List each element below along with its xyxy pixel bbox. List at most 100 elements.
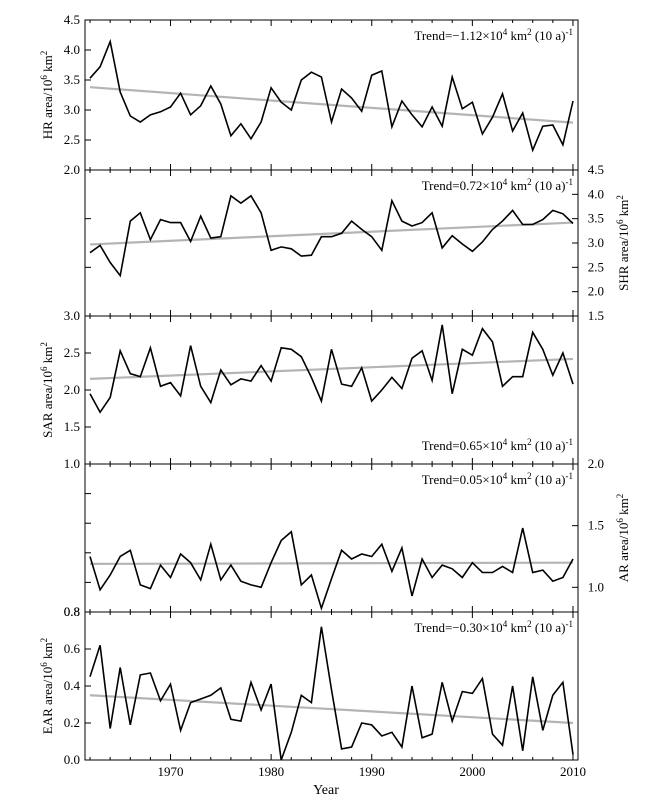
trend-line [89, 357, 574, 380]
y-axis-label-main: EAR area/10 [40, 667, 55, 735]
y-tick-label: 0.6 [64, 641, 81, 656]
trend-annotation: Trend=−1.12×104 km2 (10 a)-1 [414, 27, 573, 43]
y-axis-label-sup: 2 [615, 494, 625, 499]
y-tick-label: 4.0 [64, 42, 80, 57]
trend-text-per: (10 a) [532, 472, 566, 487]
y-tick-label: 1.0 [588, 579, 604, 594]
data-series-line [89, 626, 574, 761]
y-axis-label: EAR area/106 km2 [39, 638, 55, 734]
trend-text-unit: km [507, 178, 527, 193]
data-series-line [89, 38, 574, 153]
trend-text-main: Trend=−1.12×10 [414, 28, 502, 43]
y-tick-label: 2.0 [64, 382, 80, 397]
y-axis-label-unit: km [40, 55, 55, 75]
trend-text-sup: 2 [527, 27, 532, 37]
y-tick-label: 3.5 [588, 211, 604, 226]
y-axis-label-sup: 6 [39, 366, 49, 371]
trend-text-per: (10 a) [532, 620, 566, 635]
trend-text-unit: km [507, 472, 527, 487]
y-tick-label: 1.5 [64, 419, 80, 434]
data-series-line [89, 527, 574, 611]
y-axis-label: HR area/106 km2 [39, 51, 55, 139]
trend-text-sup: 2 [527, 619, 532, 629]
trend-annotation: Trend=0.65×104 km2 (10 a)-1 [422, 437, 573, 453]
trend-text-sup: -1 [566, 177, 574, 187]
x-axis-label: Year [313, 783, 339, 798]
y-axis-label-sup: 2 [615, 195, 625, 200]
panel-shr: 1.5 2.0 2.5 3.0 3.5 4.0 4.5 2.0 Trend=0.72×104 k… [64, 162, 631, 323]
panel-frame [84, 463, 579, 613]
y-axis-label-sup: 2 [39, 342, 49, 347]
trend-text-unit: km [507, 438, 527, 453]
trend-text-sup: -1 [566, 619, 574, 629]
y-tick-label: 3.0 [588, 235, 604, 250]
y-axis-label: SAR area/106 km2 [39, 342, 55, 438]
y-tick-label: 1.5 [588, 308, 604, 323]
trend-text-per: (10 a) [532, 28, 566, 43]
y-tick-label: 2.5 [588, 259, 604, 274]
y-tick-label: 4.5 [588, 162, 604, 177]
trend-text-main: Trend=−0.30×10 [414, 620, 502, 635]
trend-annotation: Trend=0.05×104 km2 (10 a)-1 [422, 471, 573, 487]
y-tick-label: 4.0 [588, 186, 604, 201]
y-tick-label: 0.8 [64, 604, 80, 619]
y-axis-label-sup: 6 [39, 662, 49, 667]
panel-frame [84, 19, 579, 171]
trend-text-sup: 4 [503, 177, 508, 187]
y-axis-label-unit: km [40, 642, 55, 662]
y-tick-label: 2.5 [64, 345, 80, 360]
y-axis-label-sup: 6 [615, 219, 625, 224]
y-axis-label-main: SAR area/10 [40, 371, 55, 438]
y-tick-label: 3.0 [64, 308, 80, 323]
trend-text-per: (10 a) [532, 178, 566, 193]
y-axis-label: AR area/106 km2 [615, 494, 631, 582]
trend-text-sup: -1 [566, 437, 574, 447]
trend-text-sup: 4 [503, 27, 508, 37]
y-tick-label: 0.2 [64, 715, 80, 730]
trend-text-main: Trend=0.65×10 [422, 438, 503, 453]
x-tick-label: 1980 [258, 764, 284, 779]
data-series-line [89, 194, 574, 278]
y-tick-label: 3.0 [64, 102, 80, 117]
y-tick-label: 2.0 [588, 456, 604, 471]
trend-annotation: Trend=−0.30×104 km2 (10 a)-1 [414, 619, 573, 635]
trend-line [90, 561, 573, 566]
y-axis-label-unit: km [616, 498, 631, 518]
trend-text-per: (10 a) [532, 438, 566, 453]
y-tick-label: 1.0 [64, 456, 80, 471]
y-axis-label-main: HR area/10 [40, 80, 55, 140]
y-axis-label-unit: km [40, 347, 55, 367]
panel-frame [84, 169, 579, 317]
trend-line [89, 694, 574, 725]
x-tick-label: 2000 [459, 764, 485, 779]
trend-text-main: Trend=0.05×10 [422, 472, 503, 487]
trend-text-sup: 2 [527, 437, 532, 447]
y-axis-label-sup: 2 [39, 51, 49, 56]
trend-text-main: Trend=0.72×10 [422, 178, 503, 193]
trend-text-sup: 2 [527, 471, 532, 481]
y-axis-label-sup: 6 [615, 518, 625, 523]
y-tick-label: 2.0 [588, 284, 604, 299]
y-axis-label-sup: 2 [39, 638, 49, 643]
trend-text-sup: 2 [527, 177, 532, 187]
y-tick-label: 2.0 [64, 162, 80, 177]
y-axis-label-unit: km [616, 200, 631, 220]
y-tick-label: 1.5 [588, 518, 604, 533]
trend-text-sup: 4 [503, 619, 508, 629]
x-tick-label: 1970 [158, 764, 184, 779]
panel-sar: 1.0 1.5 2.0 2.5 3.0 Trend=0.65×104 km2 (10 a)… [39, 308, 579, 471]
y-axis-label-main: SHR area/10 [616, 224, 631, 291]
x-tick-label: 1990 [359, 764, 385, 779]
x-tick-label: 2010 [560, 764, 586, 779]
trend-text-sup: 4 [503, 471, 508, 481]
trend-text-unit: km [507, 620, 527, 635]
y-tick-label: 0.8 [64, 604, 80, 619]
y-tick-label: 4.5 [64, 12, 80, 27]
trend-text-sup: -1 [566, 27, 574, 37]
data-series-line [89, 324, 574, 414]
y-tick-label: 0.0 [64, 752, 80, 767]
y-tick-label: 3.5 [64, 72, 80, 87]
